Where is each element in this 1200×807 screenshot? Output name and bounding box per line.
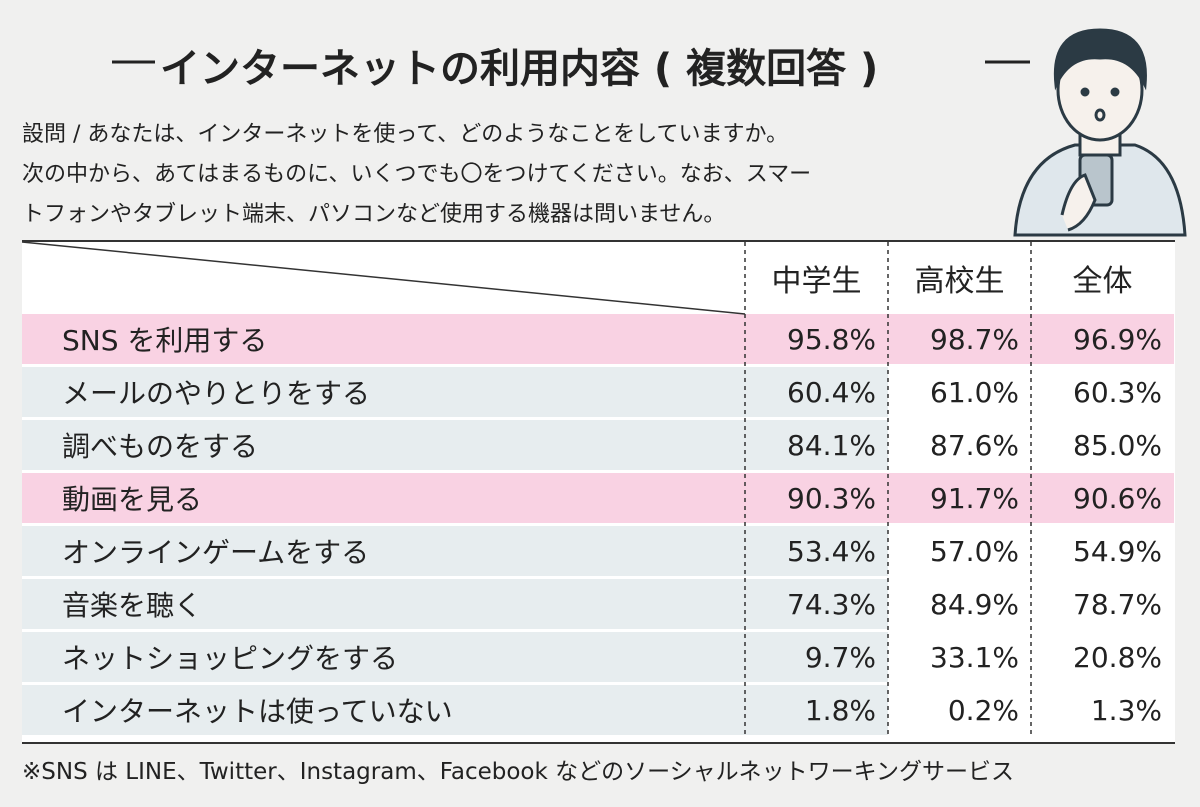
value-cell: 84.9% [888, 579, 1031, 629]
row-label: 調べものをする [22, 420, 745, 470]
value-cell: 85.0% [1031, 420, 1174, 470]
row-label: SNS を利用する [22, 314, 745, 364]
column-header: 全体 [1072, 264, 1133, 299]
row-label: 動画を見る [22, 473, 745, 523]
value-cell: 78.7% [1031, 579, 1174, 629]
row-label: メールのやりとりをする [22, 367, 745, 417]
value-cell: 95.8% [745, 314, 888, 364]
title: インターネットの利用内容 ( 複数回答 ) [160, 46, 879, 92]
value-cell: 33.1% [888, 632, 1031, 682]
diagonal [22, 242, 746, 315]
value-cell: 9.7% [745, 632, 888, 682]
row-label: ネットショッピングをする [22, 632, 745, 682]
column-header: 高校生 [914, 264, 1005, 299]
question-line: 設問 / あなたは、インターネットを使って、どのようなことをしていますか。 [22, 122, 789, 147]
row-label: オンラインゲームをする [22, 526, 745, 576]
table: 中学生 高校生 全体 SNS を利用する 95.8% 98.7% 96.9% メールのやりとり… [22, 240, 1175, 744]
value-cell: 61.0% [888, 367, 1031, 417]
value-cell: 54.9% [1031, 526, 1174, 576]
person-illustration [1013, 28, 1187, 237]
value-cell: 96.9% [1031, 314, 1174, 364]
question-line: トフォンやタブレット端末、パソコンなど使用する機器は問いません。 [22, 202, 726, 227]
value-cell: 20.8% [1031, 632, 1174, 682]
value-cell: 1.8% [745, 685, 888, 735]
question-line: 次の中から、あてはまるものに、いくつでも〇をつけてください。なお、スマー [22, 162, 812, 187]
value-cell: 84.1% [745, 420, 888, 470]
value-cell: 0.2% [888, 685, 1031, 735]
row-label: 音楽を聴く [22, 579, 745, 629]
value-cell: 91.7% [888, 473, 1031, 523]
value-cell: 87.6% [888, 420, 1031, 470]
value-cell: 53.4% [745, 526, 888, 576]
table-lines [22, 242, 1032, 738]
footnote: ※SNS は LINE、Twitter、Instagram、Facebook な… [22, 759, 1014, 785]
row-label: インターネットは使っていない [22, 685, 745, 735]
value-cell: 60.4% [745, 367, 888, 417]
value-cell: 57.0% [888, 526, 1031, 576]
value-cell: 1.3% [1031, 685, 1174, 735]
value-cell: 60.3% [1031, 367, 1174, 417]
value-cell: 74.3% [745, 579, 888, 629]
value-cell: 90.3% [745, 473, 888, 523]
value-cell: 90.6% [1031, 473, 1174, 523]
column-header: 中学生 [771, 264, 862, 299]
value-cell: 98.7% [888, 314, 1031, 364]
